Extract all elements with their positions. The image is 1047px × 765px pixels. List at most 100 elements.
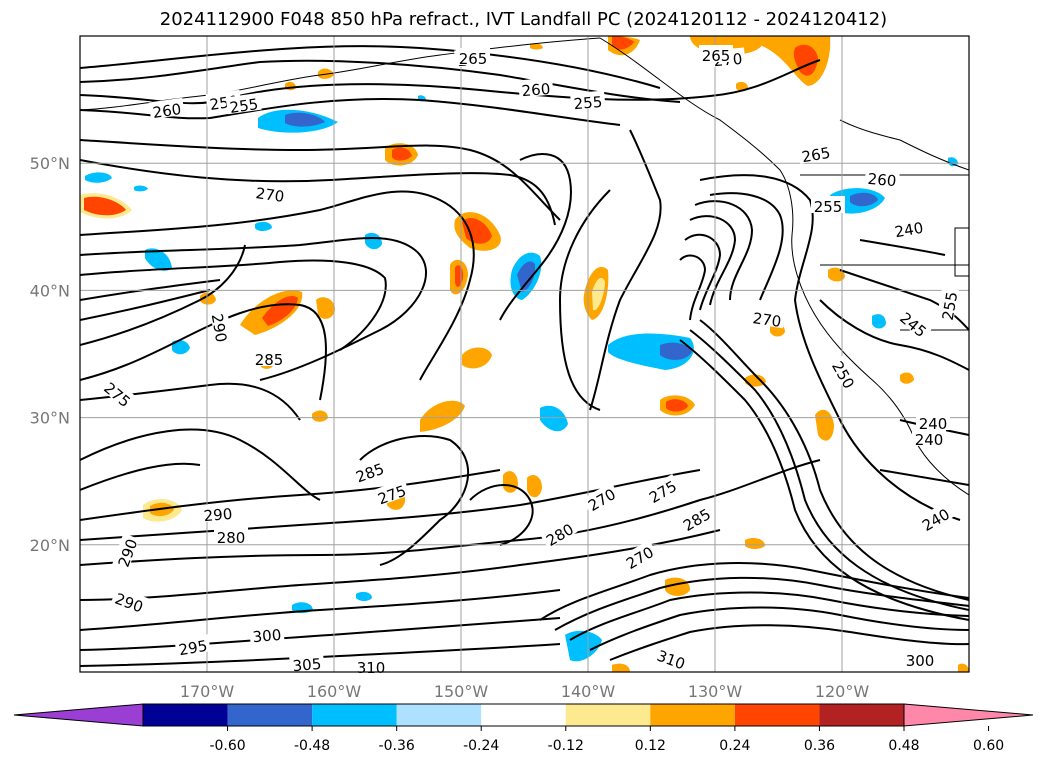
contour-label-bg	[652, 643, 691, 672]
contour-label-bg	[518, 77, 554, 98]
colorbar-segment	[143, 704, 228, 726]
contour-label-bg	[903, 650, 937, 667]
contour-label-text: 260	[152, 100, 183, 122]
contour-label-text: 260	[867, 170, 897, 190]
contour-label-bg	[210, 309, 233, 346]
colorbar-segment	[650, 704, 735, 726]
contour-label-text: 240	[919, 415, 948, 433]
contour-label: 300	[249, 623, 285, 646]
colorbar-extend-low	[13, 703, 144, 727]
latitude-axis: 50°N 40°N 30°N 20°N	[30, 154, 70, 555]
colorbar-tick-label: -0.24	[463, 738, 499, 754]
contour-label-text: 285	[255, 351, 284, 369]
contour-label: 255	[811, 196, 845, 216]
refractivity-contours	[80, 45, 969, 667]
contour-label-text: 240	[915, 431, 944, 449]
contour-label: 270	[749, 306, 786, 331]
colorbar-tick-label: 0.24	[719, 738, 750, 754]
contour-label-bg	[676, 501, 715, 534]
lat-tick-label: 40°N	[30, 281, 70, 300]
contour-label-text: 270	[255, 184, 286, 206]
longitude-axis: 170°W 160°W 150°W 140°W 130°W 120°W	[180, 682, 870, 701]
contour-labels: 2652702602502552652602552702652602552402…	[100, 45, 962, 677]
colorbar: -0.60 -0.48 -0.36 -0.24 -0.12 0.12 0.24 0.36 0.4…	[13, 703, 1034, 754]
colorbar-segment	[734, 704, 820, 726]
contour-label-bg	[252, 181, 289, 204]
contour-label-text: 295	[177, 637, 208, 660]
lon-tick-label: 160°W	[307, 682, 362, 701]
colorbar-segment	[396, 704, 482, 726]
colorbar-tick-label: 0.36	[804, 738, 835, 754]
contour-label: 280	[214, 527, 248, 547]
contour-label-text: 255	[814, 198, 843, 216]
colorbar-segment	[565, 704, 651, 726]
contour-label-text: 255	[229, 95, 260, 117]
contour-label: 255	[225, 92, 262, 117]
contour-label-bg	[252, 349, 286, 366]
contour-label-bg	[539, 516, 578, 549]
contour-label-text: 255	[939, 290, 962, 321]
contour-label-bg	[225, 92, 262, 115]
contour-label-bg	[354, 657, 388, 674]
contour-label-bg	[797, 141, 834, 164]
colorbar-tick-label: -0.60	[209, 738, 245, 754]
contour-label-bg	[699, 45, 733, 62]
contour-label: 295	[174, 634, 211, 660]
contour-label: 260	[518, 77, 554, 100]
contour-label: 290	[208, 309, 233, 346]
contour-label-bg	[915, 501, 954, 534]
graticule	[80, 36, 969, 672]
contour-label-bg	[214, 527, 248, 544]
colorbar-segment	[481, 704, 566, 726]
contour-label-bg	[570, 90, 606, 111]
colorbar-segment	[819, 704, 904, 726]
lon-tick-label: 120°W	[815, 682, 870, 701]
contour-label: 265	[456, 48, 490, 68]
contour-label-bg	[916, 413, 950, 430]
contour-label-bg	[456, 48, 490, 65]
contour-label-bg	[912, 429, 946, 446]
contour-label: 240	[890, 216, 927, 242]
contour-label-bg	[289, 652, 325, 673]
contour-label-bg	[864, 167, 900, 188]
contour-label-text: 260	[521, 80, 551, 100]
contour-label: 255	[936, 287, 962, 324]
positive-shading	[80, 36, 969, 672]
colorbar-segment	[227, 704, 313, 726]
colorbar-tick-label: 0.60	[973, 738, 1004, 754]
contour-label-bg	[111, 533, 140, 572]
contour-label-bg	[829, 354, 862, 393]
colorbar-tick-label: -0.48	[294, 738, 330, 754]
colorbar-frame	[142, 703, 905, 727]
contour-label-text: 265	[702, 47, 731, 65]
contour-label: 260	[864, 167, 900, 190]
contour-label: 310	[354, 657, 388, 677]
lat-tick-label: 30°N	[30, 409, 70, 428]
contour-label-bg	[148, 97, 185, 120]
lon-tick-label: 130°W	[688, 682, 743, 701]
contour-label: 305	[289, 652, 325, 675]
colorbar-extend-high	[903, 703, 1034, 727]
contour-label-bg	[174, 634, 211, 657]
colorbar-tick-label: 0.48	[888, 738, 919, 754]
lat-tick-label: 20°N	[30, 536, 70, 555]
contour-label-bg	[249, 623, 285, 644]
contour-label-bg	[619, 539, 658, 572]
lon-tick-label: 140°W	[561, 682, 616, 701]
contour-label-text: 265	[459, 50, 488, 68]
contour-label-bg	[350, 456, 389, 485]
lon-tick-label: 170°W	[180, 682, 235, 701]
contour-label: 290	[200, 502, 236, 525]
map-background	[80, 36, 969, 672]
map-panel: 2652702602502552652602552702652602552402…	[79, 35, 970, 677]
contour-label-bg	[749, 306, 786, 329]
contour-label: 260	[148, 97, 185, 122]
contour-label-text: 240	[893, 219, 924, 242]
colorbar-tick-label: -0.36	[379, 738, 415, 754]
contour-label: 300	[903, 650, 937, 670]
contour-label-bg	[110, 586, 149, 615]
lon-tick-label: 150°W	[434, 682, 489, 701]
contour-label-bg	[642, 473, 681, 506]
map-frame	[79, 35, 970, 673]
